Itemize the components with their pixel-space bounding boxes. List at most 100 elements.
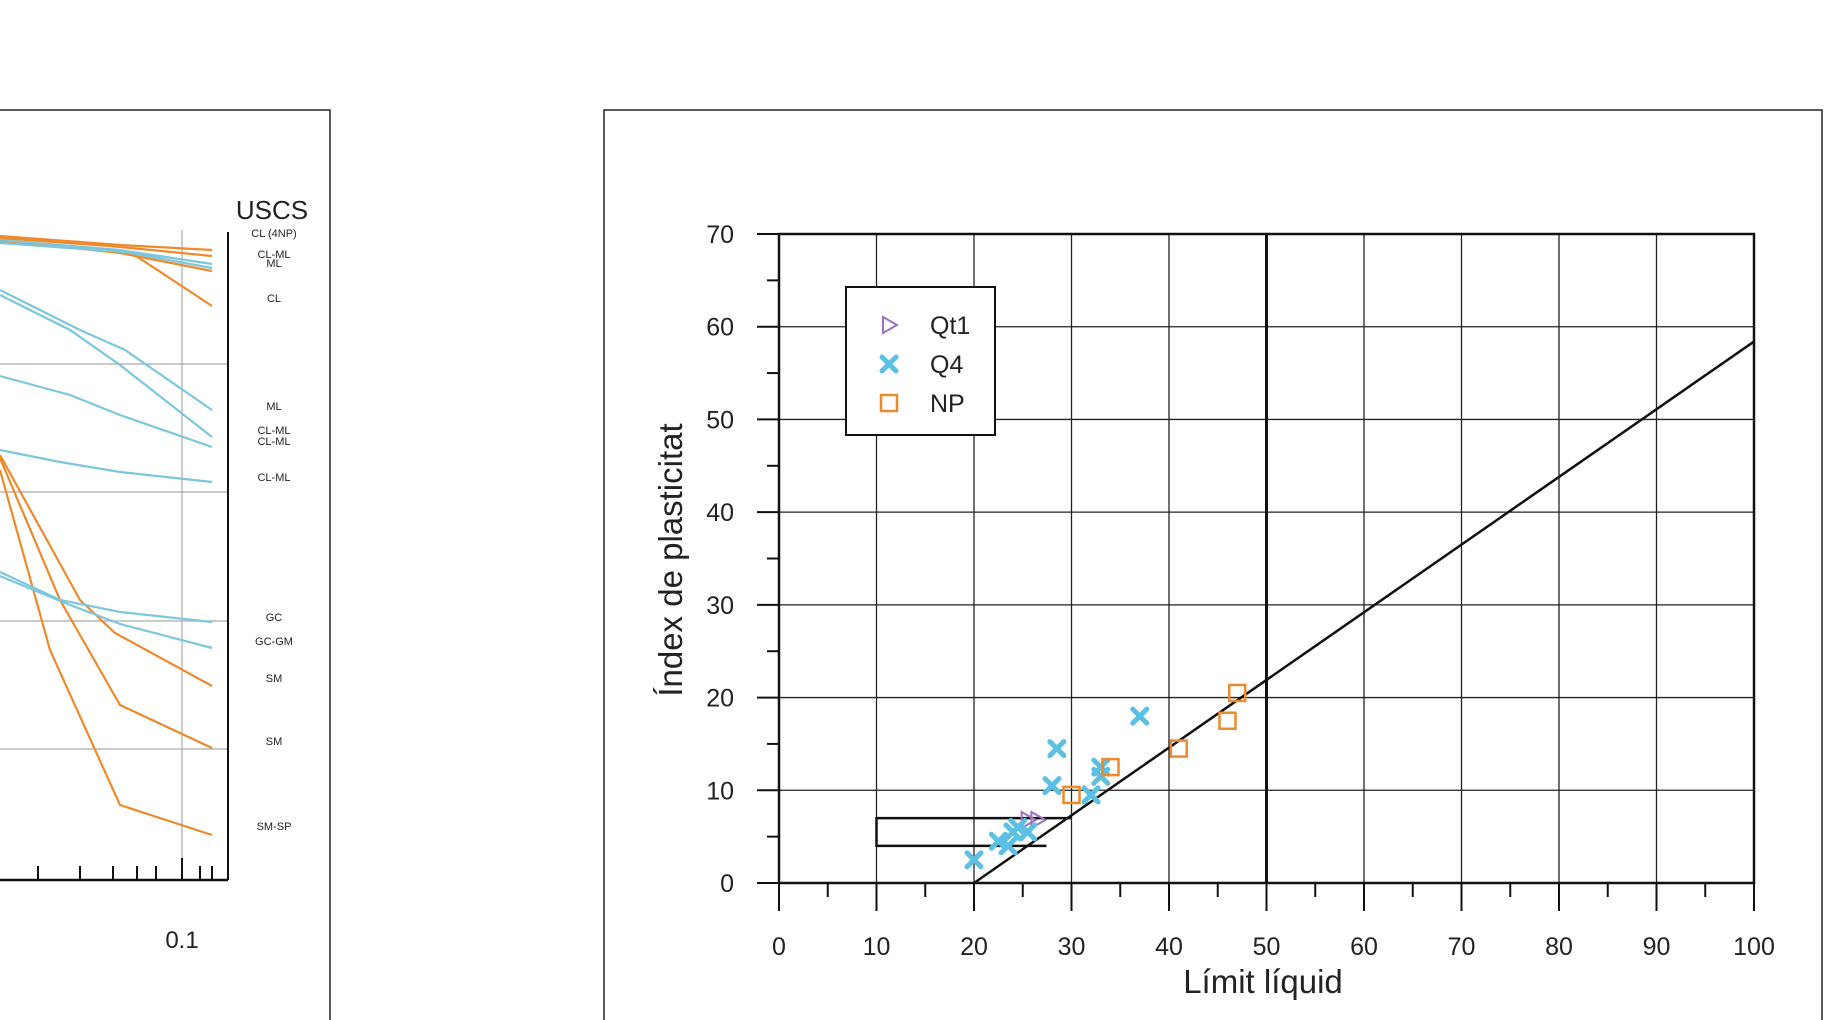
uscs-label-7: CL-ML [257,472,290,484]
point-NP-2 [1169,739,1188,758]
point-Q4-7-stroke-b [1047,739,1067,759]
y-tick-label-30: 30 [706,592,734,620]
point-Q4-8 [1081,785,1101,805]
left-curve-orange-0 [0,234,213,252]
left-curve-blue-2 [0,289,213,411]
uscs-header: USCS [236,195,308,225]
x-tick-label-40: 40 [1155,933,1183,961]
uscs-label-0: CL (4NP) [251,228,296,240]
uscs-labels: CL (4NP)CL-MLMLCLMLCL-MLCL-MLCL-MLGCGC-G… [251,228,296,833]
uscs-label-8: GC [266,612,283,624]
x-tick-label-70: 70 [1448,933,1476,961]
uscs-label-1: CL-ML [257,249,290,261]
left-curve-blue-4 [0,374,213,449]
data-points [964,683,1247,870]
point-Q4-2 [998,836,1018,856]
series-NP [1062,683,1247,805]
left-curve-blue-7 [0,574,213,650]
left-panel-border [0,109,331,1020]
y-tick-label-60: 60 [706,314,734,342]
legend-marker-Q4 [879,354,899,374]
legend-label-NP: NP [930,390,965,418]
point-NP-3 [1218,711,1237,730]
point-Q4-6 [1042,776,1062,796]
point-Q4-7 [1047,739,1067,759]
x-tick-label-0: 0 [772,933,786,961]
left-curve-orange-5 [0,457,213,749]
x-tick-label-30: 30 [1058,933,1086,961]
x-tick-label-90: 90 [1643,933,1671,961]
point-Q4-10-stroke-b [1091,757,1111,777]
point-Q4-4-stroke-b [1008,817,1028,837]
uscs-label-3: CL [267,293,281,305]
point-Q4-0 [964,850,984,870]
legend: Qt1 Q4 NP [845,286,996,436]
point-NP-4 [1228,683,1247,703]
left-curve-orange-4 [0,454,213,687]
uscs-label-10: SM [266,673,283,685]
point-Q4-4 [1008,817,1028,837]
y-tick-label-40: 40 [706,499,734,527]
x-tick-label-10: 10 [863,933,891,961]
plot-axes: 0 10 20 30 40 50 60 70 80 90 100 0 10 20 30 40 50 60 70 [706,221,1775,961]
point-Q4-2-stroke-b [998,836,1018,856]
uscs-label-6: CL-ML [257,436,290,448]
x-tick-label-50: 50 [1253,933,1281,961]
left-x-tick-label-0.1: 0.1 [165,927,198,954]
point-Q4-0-stroke-b [964,850,984,870]
point-Q4-11 [1130,706,1150,726]
point-Q4-1 [988,831,1008,851]
left-x-axis [0,232,229,882]
y-tick-label-10: 10 [706,777,734,805]
legend-label-Q4: Q4 [930,351,963,379]
y-tick-label-0: 0 [720,870,734,898]
series-Qt1 [1020,810,1048,830]
legend-box [845,286,996,436]
left-panel: 0.1 USCS CL (4NP)CL-MLMLCLMLCL-MLCL-MLCL… [0,109,331,1020]
legend-items: Qt1 Q4 NP [879,312,970,418]
left-curve-orange-6 [0,469,213,837]
point-Qt1-0 [1020,810,1038,830]
point-Q4-6-stroke-b [1042,776,1062,796]
right-panel-border [603,109,1823,1020]
right-panel: 0 10 20 30 40 50 60 70 80 90 100 0 10 20 30 40 50 60 70 Lí… [603,109,1823,1020]
x-tick-label-80: 80 [1545,933,1573,961]
y-tick-label-20: 20 [706,685,734,713]
y-axis-label: Índex de plasticitat [652,423,689,696]
uscs-label-5: CL-ML [257,425,290,437]
point-NP-1 [1101,757,1120,777]
point-Q4-11-stroke-b [1130,706,1150,726]
uscs-label-11: SM [266,736,283,748]
left-grid [0,230,228,880]
point-Qt1-1 [1030,810,1048,830]
x-tick-label-20: 20 [960,933,988,961]
x-axis-label: Límit líquid [1183,963,1343,1000]
left-curve-blue-5 [0,448,213,484]
left-curve-blue-6 [0,571,213,624]
point-NP-0 [1062,785,1081,805]
left-curve-orange-1 [0,236,213,258]
legend-label-Qt1: Qt1 [930,312,970,340]
a-line [973,340,1755,885]
uscs-label-4: ML [266,401,281,413]
legend-marker-Q4-stroke-b [879,354,899,374]
point-Q4-1-stroke-b [988,831,1008,851]
left-curve-blue-0 [0,238,213,266]
point-Q4-5 [1018,822,1038,842]
left-curve-blue-3 [0,294,213,438]
point-Q4-8-stroke-b [1081,785,1101,805]
y-tick-label-50: 50 [706,406,734,434]
legend-marker-Qt1 [882,315,900,335]
legend-marker-NP [879,393,899,413]
series-Q4 [964,706,1150,870]
x-tick-label-60: 60 [1350,933,1378,961]
uscs-label-12: SM-SP [257,821,292,833]
reference-lines [875,234,1755,885]
left-curves [0,234,213,837]
uscs-label-9: GC-GM [255,636,293,648]
cl-ml-zone [875,816,1072,848]
x-tick-label-100: 100 [1733,933,1775,961]
point-Q4-10 [1091,757,1111,777]
point-Q4-5-stroke-b [1018,822,1038,842]
